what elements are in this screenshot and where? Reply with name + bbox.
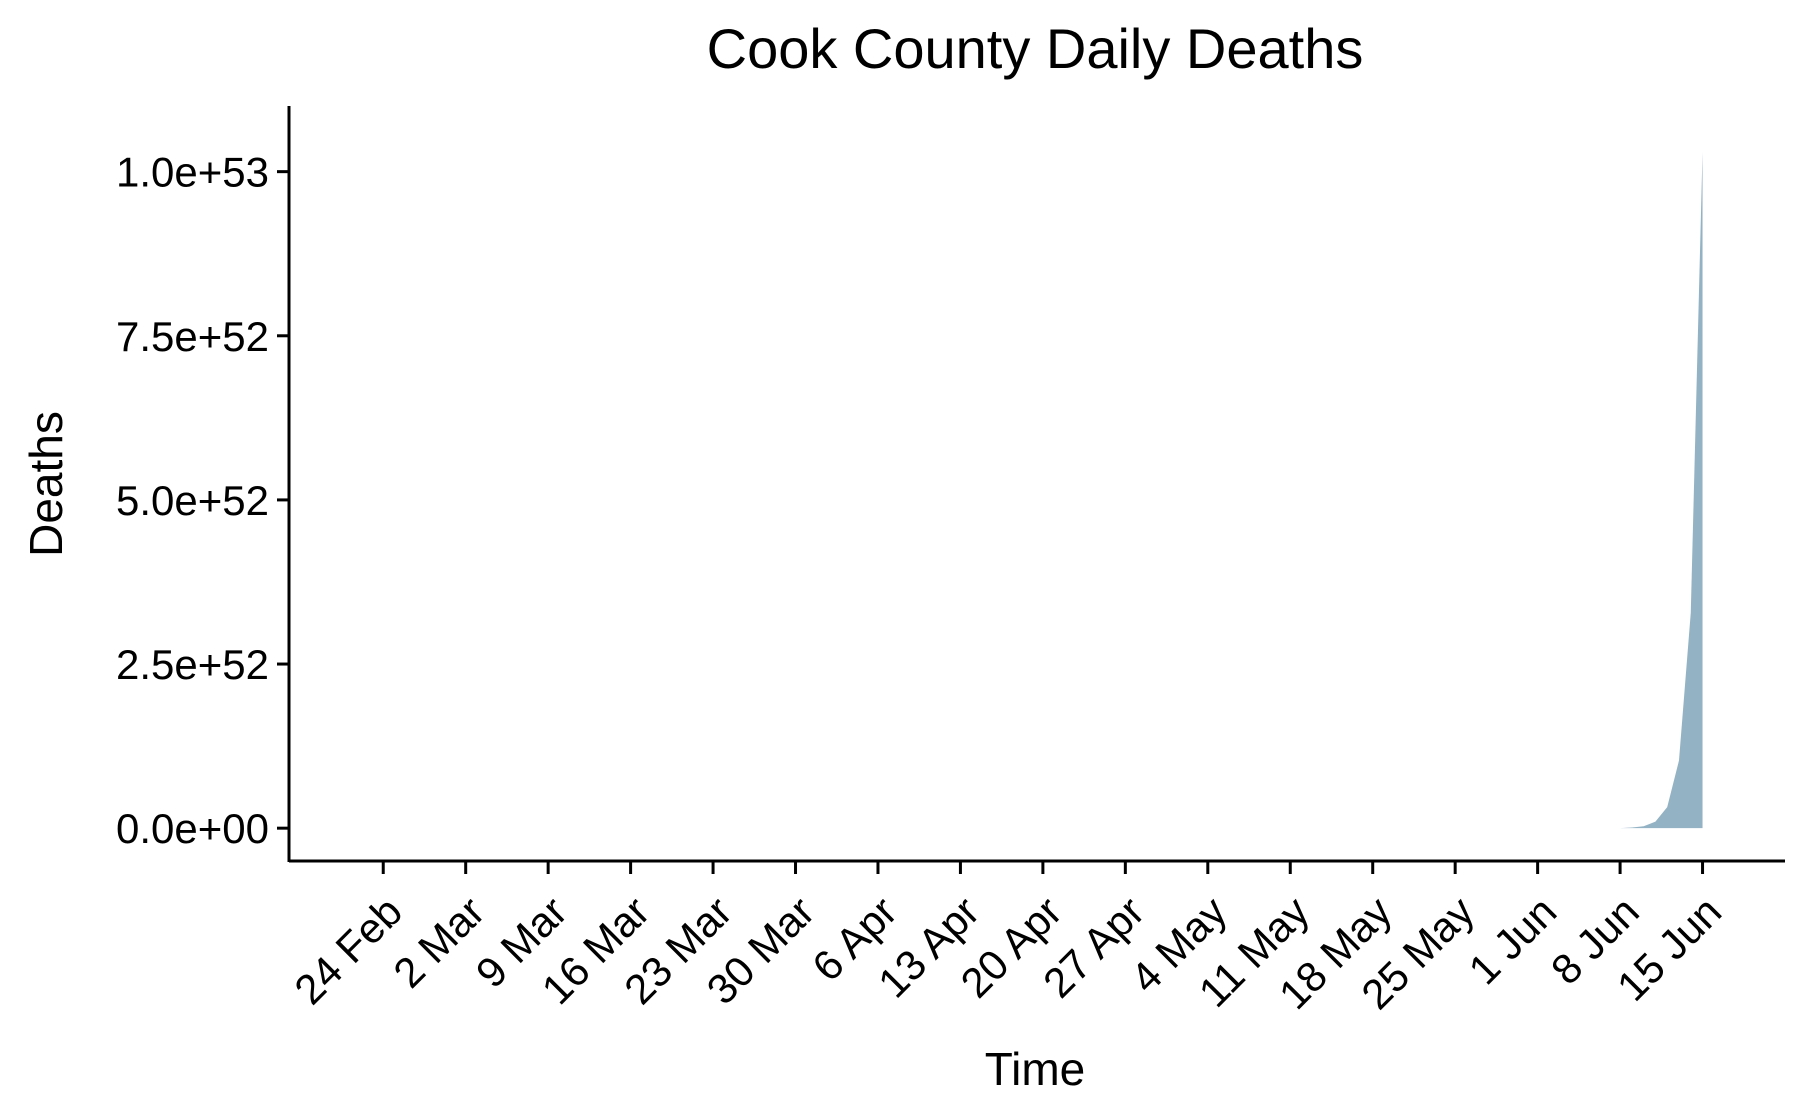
y-axis-title: Deaths	[20, 411, 72, 557]
y-tick-label: 5.0e+52	[116, 477, 269, 524]
x-tick-label: 2 Mar	[384, 888, 493, 997]
chart-title: Cook County Daily Deaths	[707, 17, 1364, 80]
deaths-area-series	[1620, 151, 1703, 829]
y-axis-ticks: 0.0e+00 2.5e+52 5.0e+52 7.5e+52 1.0e+53	[116, 149, 289, 852]
y-tick-label: 2.5e+52	[116, 641, 269, 688]
area-layer	[1620, 151, 1703, 829]
y-tick-label: 0.0e+00	[116, 805, 269, 852]
plot-area: 0.0e+00 2.5e+52 5.0e+52 7.5e+52 1.0e+53 24 F…	[116, 106, 1785, 1018]
x-tick-label: 24 Feb	[285, 888, 411, 1014]
y-tick-label: 1.0e+53	[116, 149, 269, 196]
x-axis-title: Time	[985, 1043, 1086, 1095]
y-tick-label: 7.5e+52	[116, 313, 269, 360]
x-tick-label: 1 Jun	[1459, 888, 1565, 994]
